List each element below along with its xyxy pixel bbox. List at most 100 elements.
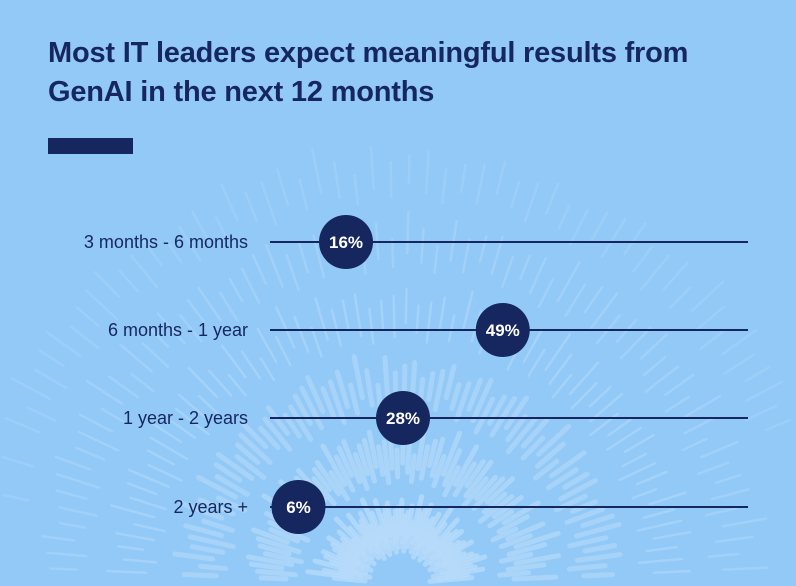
ray-dash bbox=[311, 466, 332, 492]
ray-dash bbox=[240, 267, 261, 304]
ray-dash bbox=[130, 254, 159, 289]
ray-dash bbox=[496, 514, 530, 535]
ray-dash bbox=[219, 291, 239, 322]
ray-dash bbox=[644, 365, 680, 394]
ray-dash bbox=[268, 527, 301, 544]
ray-dash bbox=[45, 330, 83, 358]
ray-dash bbox=[574, 521, 622, 539]
ray-dash bbox=[298, 179, 309, 211]
ray-dash bbox=[463, 459, 494, 499]
ray-dash bbox=[85, 379, 124, 406]
ray-dash bbox=[366, 429, 379, 469]
ray-dash bbox=[251, 254, 267, 285]
ray-dash bbox=[452, 461, 477, 498]
ray-dash bbox=[75, 306, 100, 328]
ray-dash bbox=[615, 318, 638, 344]
ray-dash bbox=[700, 440, 739, 459]
ray-dash bbox=[642, 508, 676, 519]
ray-dash bbox=[429, 436, 446, 479]
ray-dash bbox=[498, 552, 534, 564]
ray-dash bbox=[376, 444, 386, 477]
ray-dash bbox=[389, 160, 393, 199]
ray-dash bbox=[197, 497, 236, 517]
ray-dash bbox=[257, 543, 292, 557]
ray-dash bbox=[333, 454, 356, 493]
ray-dash bbox=[58, 506, 98, 518]
value-dot bbox=[271, 480, 326, 534]
ray-dash bbox=[46, 551, 88, 558]
ray-dash bbox=[334, 369, 351, 410]
ray-dash bbox=[234, 442, 261, 465]
ray-dash bbox=[631, 488, 658, 500]
ray-dash bbox=[581, 572, 616, 579]
ray-dash bbox=[640, 254, 670, 291]
data-label: 16% bbox=[329, 233, 363, 252]
ray-dash bbox=[260, 180, 278, 226]
ray-dash bbox=[85, 289, 118, 321]
ray-dash bbox=[440, 430, 463, 477]
ray-dash bbox=[54, 455, 92, 471]
value-dot bbox=[319, 215, 373, 269]
ray-dash bbox=[2, 493, 30, 502]
ray-dash bbox=[78, 413, 114, 433]
title-accent-bar bbox=[48, 138, 133, 154]
ray-dash bbox=[140, 237, 164, 267]
ray-dash bbox=[601, 217, 627, 258]
ray-dash bbox=[459, 163, 467, 194]
ray-dash bbox=[513, 553, 561, 566]
ray-dash bbox=[481, 491, 508, 515]
ray-dash bbox=[215, 216, 229, 242]
ray-dash bbox=[569, 209, 589, 246]
ray-dash bbox=[536, 423, 572, 457]
ray-dash bbox=[395, 504, 402, 550]
data-label: 28% bbox=[386, 409, 420, 428]
category-label: 2 years + bbox=[173, 497, 248, 517]
ray-dash bbox=[537, 277, 555, 309]
ray-dash bbox=[470, 377, 494, 424]
ray-dash bbox=[487, 509, 515, 529]
ray-dash bbox=[77, 430, 120, 452]
ray-dash bbox=[606, 426, 643, 451]
ray-dash bbox=[341, 439, 363, 485]
ray-dash bbox=[285, 253, 300, 292]
ray-dash bbox=[505, 414, 528, 443]
ray-dash bbox=[255, 536, 302, 555]
ray-dash bbox=[141, 342, 170, 368]
ray-dash bbox=[520, 417, 550, 449]
ray-dash bbox=[635, 470, 668, 486]
ray-dash bbox=[639, 333, 668, 360]
ray-dash bbox=[632, 246, 653, 273]
ray-dash bbox=[652, 569, 691, 575]
ray-dash bbox=[353, 174, 360, 206]
ray-dash bbox=[4, 416, 41, 434]
ray-dash bbox=[150, 421, 183, 444]
ray-dash bbox=[662, 261, 689, 291]
ray-dash bbox=[471, 476, 506, 511]
ray-dash bbox=[562, 471, 590, 490]
ray-dash bbox=[652, 530, 692, 540]
ray-dash bbox=[197, 394, 221, 416]
ray-dash bbox=[636, 519, 683, 532]
ray-dash bbox=[406, 210, 410, 255]
ray-dash bbox=[490, 526, 519, 543]
ray-dash bbox=[425, 301, 433, 344]
value-dot bbox=[475, 303, 530, 357]
ray-dash bbox=[505, 521, 546, 542]
ray-dash bbox=[299, 385, 325, 431]
ray-dash bbox=[129, 496, 167, 511]
ray-dash bbox=[382, 354, 391, 401]
ray-dash bbox=[485, 476, 515, 505]
ray-dash bbox=[618, 462, 657, 482]
ray-dash bbox=[248, 561, 285, 571]
ray-dash bbox=[215, 495, 248, 513]
ray-dash bbox=[368, 307, 375, 345]
ray-dash bbox=[607, 418, 632, 437]
ray-dash bbox=[275, 336, 292, 367]
ray-dash bbox=[93, 271, 121, 298]
ray-dash bbox=[130, 372, 155, 393]
ray-dash bbox=[256, 327, 278, 364]
ray-dash bbox=[221, 344, 247, 379]
ray-dash bbox=[582, 543, 618, 554]
ray-dash bbox=[764, 418, 792, 432]
ray-dash bbox=[505, 416, 538, 455]
